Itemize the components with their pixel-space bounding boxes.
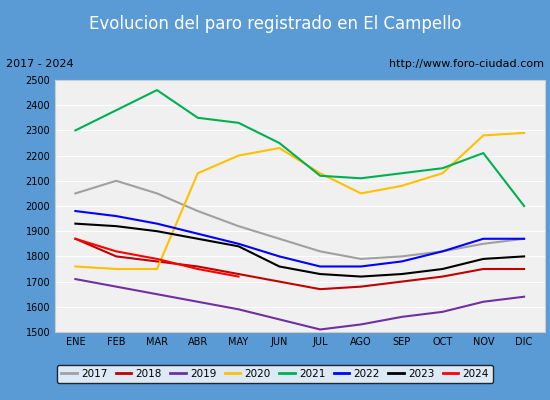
Text: http://www.foro-ciudad.com: http://www.foro-ciudad.com: [389, 59, 544, 69]
Legend: 2017, 2018, 2019, 2020, 2021, 2022, 2023, 2024: 2017, 2018, 2019, 2020, 2021, 2022, 2023…: [57, 365, 493, 383]
Text: Evolucion del paro registrado en El Campello: Evolucion del paro registrado en El Camp…: [89, 15, 461, 33]
Text: 2017 - 2024: 2017 - 2024: [6, 59, 73, 69]
